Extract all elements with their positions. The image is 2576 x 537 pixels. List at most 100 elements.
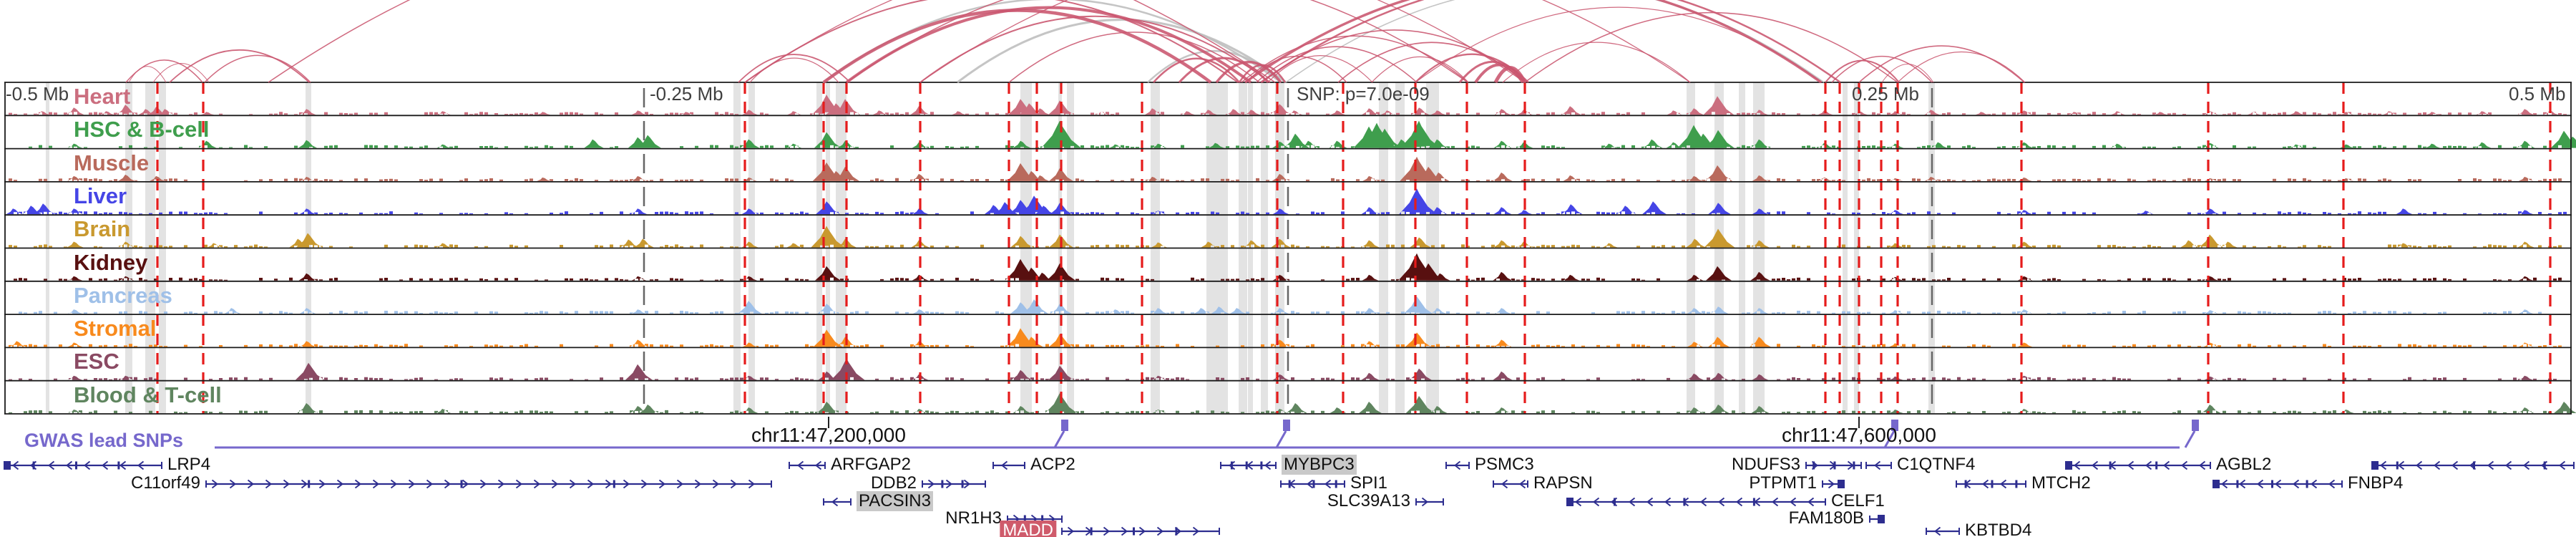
gene-label-pacsin3: PACSIN3 [857, 491, 933, 511]
interaction-arc [128, 66, 167, 83]
gene-label-psmc3: PSMC3 [1475, 455, 1534, 474]
interaction-arc [738, 54, 851, 83]
gene-model-c11orf49 [205, 479, 772, 489]
gene-label-fam180b: FAM180B [1788, 508, 1864, 528]
interaction-arc [1238, 64, 1287, 83]
track-label-kidney: Kidney [74, 249, 148, 275]
interaction-arc [1241, 35, 1469, 83]
gene-label-ndufs3: NDUFS3 [1731, 455, 1800, 474]
interaction-arc [268, 0, 1276, 83]
gwas-snp-leader [1883, 430, 1896, 448]
interaction-arc [744, 0, 1239, 83]
gene-model-c1qtnf4 [1865, 460, 1892, 470]
gene-label-mtch2: MTCH2 [2031, 473, 2091, 493]
interaction-arc [1244, 0, 1823, 84]
scale-label-snp-pvalue: SNP: p=7.0e-09 [1297, 83, 1430, 105]
gene-label-spi1: SPI1 [1350, 473, 1388, 493]
gene-model-mtch2 [1956, 479, 2026, 489]
gene-model-fam180b [1869, 515, 1885, 523]
coordinate-label: chr11:47,600,000 [1782, 424, 1936, 446]
coordinate-label: chr11:47,200,000 [751, 424, 906, 446]
signal-track [9, 226, 2562, 248]
gwas-snp-marker [1283, 420, 1290, 431]
gwas-snp-marker [2192, 420, 2199, 431]
gene-label-madd: MADD [1000, 521, 1056, 537]
signal-track [9, 393, 2576, 413]
gene-model-slc39a13 [1415, 497, 1444, 507]
track-label-blood-tcell: Blood & T-cell [74, 382, 222, 407]
interaction-arc [1831, 55, 1933, 83]
interaction-arc [1153, 57, 1240, 83]
gene-label-arfgap2: ARFGAP2 [831, 455, 912, 474]
scale-label: -0.25 Mb [650, 83, 723, 105]
signal-track [9, 328, 2562, 347]
gene-label-mybpc3: MYBPC3 [1282, 455, 1357, 475]
gene-label-slc39a13: SLC39A13 [1327, 491, 1410, 511]
interaction-arc [1371, 56, 1469, 83]
track-label-liver: Liver [74, 183, 127, 208]
signal-track [19, 296, 2542, 314]
gene-label-c11orf49: C11orf49 [131, 473, 200, 493]
track-label-muscle: Muscle [74, 150, 150, 175]
interaction-arc [1474, 63, 1524, 84]
gene-label-kbtbd4: KBTBD4 [1965, 521, 2032, 537]
interaction-arc [919, 0, 1691, 83]
gene-model-agbl2 [2065, 460, 2211, 470]
gene-model-nu [2371, 460, 2575, 470]
gwas-snp-leader [1275, 430, 1287, 448]
gene-model-acp2 [992, 460, 1025, 470]
gene-model-lrp4 [4, 460, 162, 470]
signal-track [29, 120, 2576, 148]
signal-track [9, 156, 2562, 181]
gene-label-lrp4: LRP4 [167, 455, 211, 474]
interaction-arc [1493, 66, 1527, 84]
gene-label-ptpmt1: PTPMT1 [1749, 473, 1817, 493]
interaction-arc [1897, 52, 2026, 83]
interaction-arc [169, 49, 310, 83]
gwas-snp-leader [1053, 430, 1065, 448]
interaction-arc [749, 57, 839, 83]
gene-model-spi1 [1280, 479, 1345, 489]
gene-model-ptpmt1 [1822, 479, 1845, 489]
interaction-arc [1502, 42, 1691, 83]
gene-model-ndufs3 [1805, 460, 1862, 470]
gene-model-mybpc3 [1220, 460, 1277, 470]
track-label-esc: ESC [74, 349, 119, 374]
signal-track [6, 188, 2567, 215]
interaction-arc [1285, 0, 1825, 83]
gene-model-ddb2 [922, 479, 986, 489]
interaction-arc [957, 19, 1287, 84]
gene-model-pacsin3 [823, 497, 852, 507]
gene-model-kbtbd4 [1926, 526, 1960, 536]
interaction-arc [1260, 0, 1841, 84]
interaction-arc [1246, 55, 1347, 83]
gene-label-fnbp4: FNBP4 [2348, 473, 2404, 493]
track-label-stromal: Stromal [74, 316, 157, 342]
gene-label-celf1: CELF1 [1831, 491, 1885, 511]
gene-label-acp2: ACP2 [1030, 455, 1075, 474]
interaction-arc [1524, 12, 1898, 83]
track-label-hsc-bcell: HSC & B-cell [74, 117, 210, 142]
gwas-snp-leader [2184, 430, 2196, 448]
track-label-brain: Brain [74, 216, 131, 242]
interaction-arc [204, 54, 311, 83]
gene-model-celf1 [1566, 497, 1826, 507]
gwas-snp-marker [1061, 420, 1068, 431]
gwas-snp-marker [1891, 420, 1898, 431]
interaction-arc [1415, 6, 1823, 83]
interaction-arc [1858, 45, 2025, 83]
scale-label: 0.5 Mb [2509, 83, 2566, 105]
gene-model-arfgap2 [789, 460, 826, 470]
gene-model-fnbp4 [2212, 479, 2343, 489]
gene-label-agbl2: AGBL2 [2216, 455, 2272, 474]
interaction-arc [744, 0, 1526, 83]
gene-model-psmc3 [1445, 460, 1470, 470]
gwas-lead-snps-label: GWAS lead SNPs [24, 430, 184, 451]
interaction-arc [1256, 46, 1418, 83]
scale-label: 0.25 Mb [1852, 83, 1919, 105]
gene-label-c1qtnf4: C1QTNF4 [1897, 455, 1976, 474]
track-label-pancreas: Pancreas [74, 282, 172, 308]
interaction-arc [1881, 64, 1934, 83]
